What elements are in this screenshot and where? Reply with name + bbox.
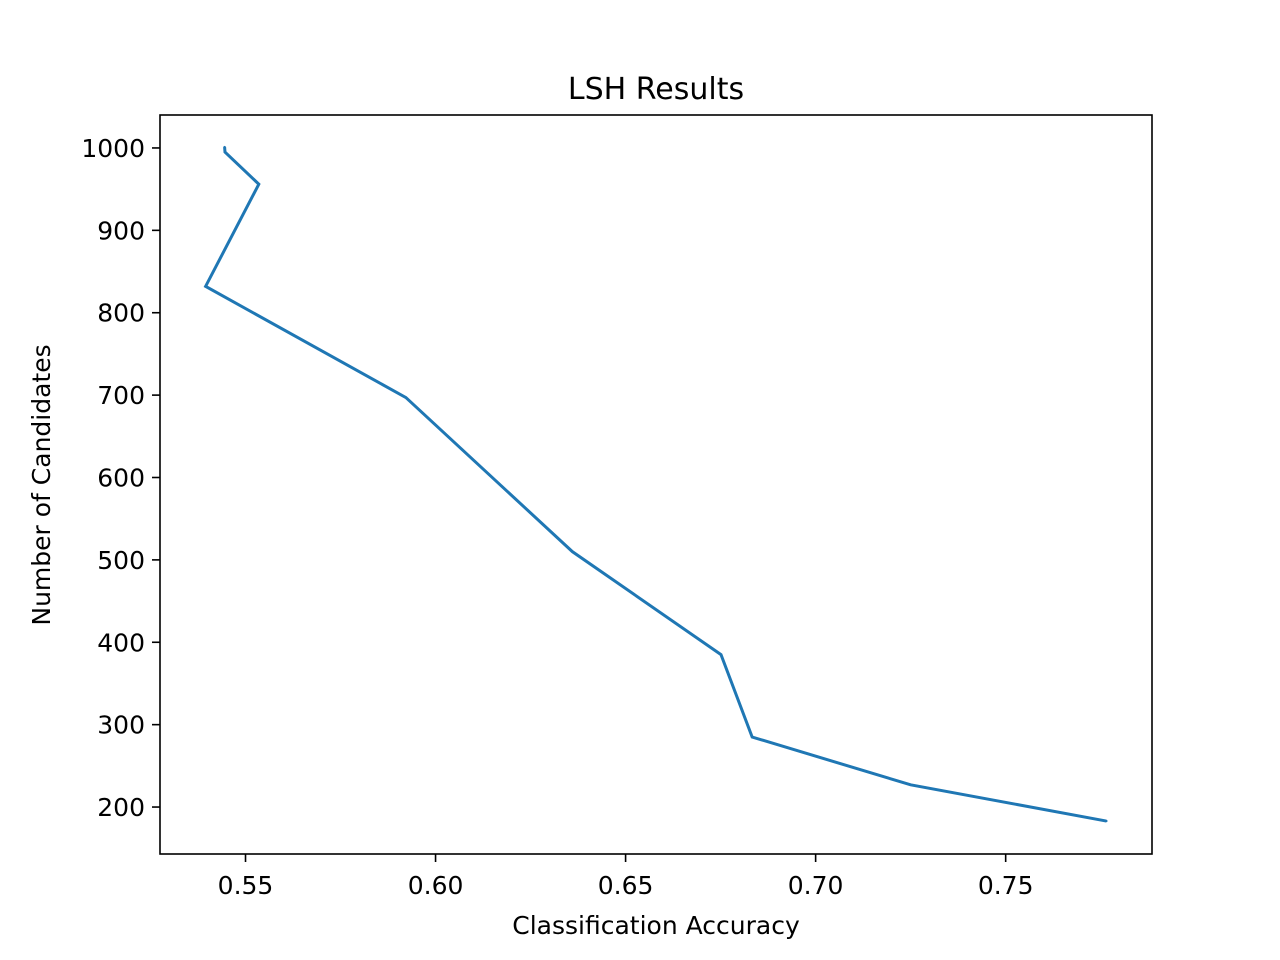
series-line bbox=[203, 147, 1107, 823]
plot-frame bbox=[159, 114, 1153, 855]
data-point bbox=[750, 735, 754, 739]
x-tick-label: 0.70 bbox=[788, 871, 844, 900]
data-point bbox=[1105, 819, 1108, 823]
data-point bbox=[204, 285, 207, 288]
y-tick-label: 800 bbox=[97, 299, 145, 328]
data-layer bbox=[203, 145, 1108, 823]
y-tick-label: 700 bbox=[97, 381, 145, 410]
x-tick-label: 0.60 bbox=[408, 871, 464, 900]
y-tick-label: 300 bbox=[97, 711, 145, 740]
data-point bbox=[719, 653, 723, 656]
y-tick-label: 200 bbox=[97, 793, 145, 822]
x-tick-label: 0.55 bbox=[218, 871, 274, 900]
data-point bbox=[223, 150, 227, 154]
y-tick-label: 600 bbox=[97, 463, 145, 492]
data-point bbox=[571, 550, 574, 553]
y-tick-label: 900 bbox=[97, 216, 145, 245]
y-axis: 200 300 400 500 600 700 800 900 1000 bbox=[81, 134, 160, 822]
y-axis-label: Number of Candidates bbox=[27, 344, 56, 625]
x-axis: 0.55 0.60 0.65 0.70 0.75 bbox=[218, 854, 1034, 900]
data-point bbox=[223, 145, 226, 149]
y-tick-label: 400 bbox=[97, 628, 145, 657]
data-point bbox=[257, 183, 261, 186]
x-tick-label: 0.65 bbox=[598, 871, 654, 900]
chart-title: LSH Results bbox=[568, 72, 744, 107]
y-tick-label: 1000 bbox=[81, 134, 145, 163]
x-tick-label: 0.75 bbox=[978, 871, 1034, 900]
data-point bbox=[909, 783, 912, 786]
y-tick-label: 500 bbox=[97, 546, 145, 575]
plot-area bbox=[160, 115, 1152, 854]
x-axis-label: Classification Accuracy bbox=[512, 911, 800, 940]
data-point bbox=[404, 396, 408, 399]
